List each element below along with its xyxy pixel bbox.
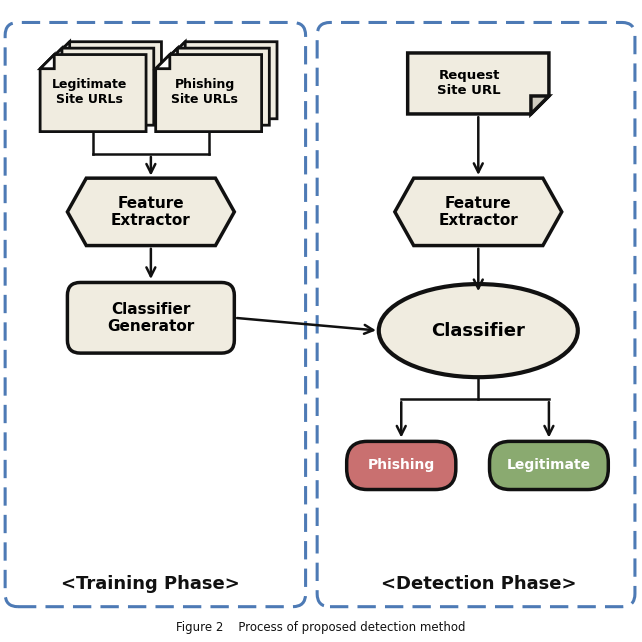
Polygon shape xyxy=(408,53,549,114)
Text: Feature
Extractor: Feature Extractor xyxy=(438,196,518,228)
Polygon shape xyxy=(531,96,549,114)
FancyBboxPatch shape xyxy=(67,282,234,353)
Polygon shape xyxy=(55,42,69,56)
Text: Feature
Extractor: Feature Extractor xyxy=(111,196,191,228)
Polygon shape xyxy=(163,48,177,62)
Polygon shape xyxy=(171,42,186,56)
Polygon shape xyxy=(48,48,62,62)
Text: Legitimate
Site URLs: Legitimate Site URLs xyxy=(51,78,127,106)
Text: Figure 2    Process of proposed detection method: Figure 2 Process of proposed detection m… xyxy=(177,621,465,634)
Polygon shape xyxy=(155,55,262,132)
FancyBboxPatch shape xyxy=(347,442,456,489)
FancyBboxPatch shape xyxy=(317,22,635,607)
Text: <Detection Phase>: <Detection Phase> xyxy=(381,575,576,593)
Polygon shape xyxy=(40,55,54,69)
Polygon shape xyxy=(40,55,146,132)
Polygon shape xyxy=(395,178,562,246)
Polygon shape xyxy=(171,42,277,119)
FancyBboxPatch shape xyxy=(5,22,306,607)
Polygon shape xyxy=(163,48,270,125)
Polygon shape xyxy=(48,48,154,125)
Polygon shape xyxy=(67,178,234,246)
Polygon shape xyxy=(155,55,169,69)
Text: Legitimate: Legitimate xyxy=(507,458,591,473)
Text: Phishing
Site URLs: Phishing Site URLs xyxy=(171,78,238,106)
FancyBboxPatch shape xyxy=(490,442,609,489)
Text: Phishing: Phishing xyxy=(368,458,435,473)
Ellipse shape xyxy=(379,284,578,377)
Text: Classifier: Classifier xyxy=(431,322,525,340)
Text: Request
Site URL: Request Site URL xyxy=(437,69,501,98)
Polygon shape xyxy=(55,42,162,119)
Text: <Training Phase>: <Training Phase> xyxy=(62,575,240,593)
Text: Classifier
Generator: Classifier Generator xyxy=(107,302,195,334)
